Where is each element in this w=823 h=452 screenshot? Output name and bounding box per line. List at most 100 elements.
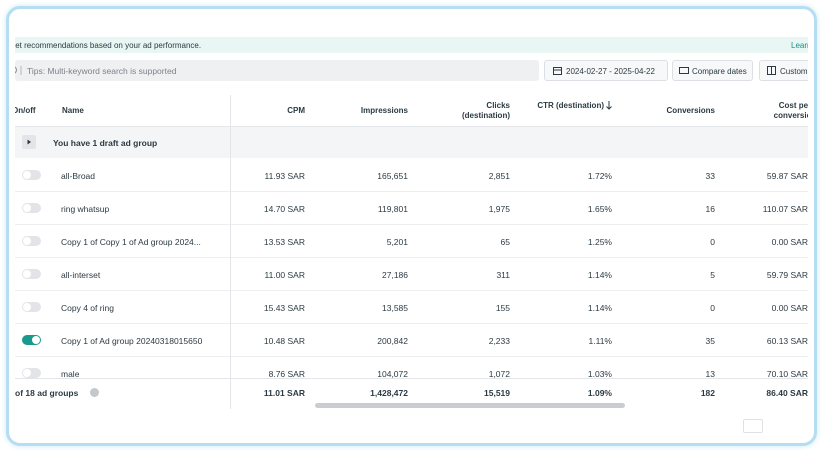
toggle-knob [23,204,31,212]
sort-arrow [606,101,612,110]
cell: 13,585 [382,303,408,313]
ad-group-name[interactable]: ring whatsup [61,204,110,214]
cell: 11.93 SAR [264,171,305,181]
pagination[interactable] [743,419,763,433]
compare-dates-button[interactable]: Compare dates [672,60,753,81]
ad-group-name[interactable]: male [61,369,80,379]
cell: 155 [495,303,510,313]
toggle[interactable] [22,335,41,345]
cell: 16 [705,204,715,214]
ad-group-name[interactable]: Copy 1 of Ad group 20240318015650 [61,336,203,346]
header-7[interactable]: Cost per conversion [773,101,808,120]
cell: 200,842 [377,336,408,346]
cell: 165,651 [377,171,408,181]
toggle[interactable] [22,203,41,213]
ad-group-row: all-interset 11.00 SAR 27,186 311 1.14% 5 59.7… [15,258,808,291]
cell: 0.00 SAR [771,237,808,247]
ad-group-row: Copy 1 of Ad group 20240318015650 10.48 S… [15,324,808,357]
panel: Get recommendations based on your ad per… [15,15,808,437]
toggle-knob [32,336,40,344]
banner-text: Get recommendations based on your ad per… [15,41,202,50]
cell: 33 [705,171,715,181]
total-cell: 11.01 SAR [263,388,305,398]
calendar-icon [553,67,562,75]
banner-link[interactable]: Learn more [791,41,808,50]
recommendation-banner: Get recommendations based on your ad per… [15,37,808,53]
cell: 110.07 SAR [762,204,808,214]
cell: 11.00 SAR [264,270,305,280]
header-2[interactable]: CPM [287,106,305,115]
row-divider [15,323,808,324]
cell: 311 [496,270,510,280]
scrollbar[interactable] [315,403,625,408]
search-box[interactable]: Tips: Multi-keyword search is supported [15,60,539,81]
total-cell: 86.40 SAR [766,388,808,398]
cell: 35 [705,336,715,346]
cell: 27,186 [382,270,408,280]
toggle-knob [23,270,31,278]
ad-group-name[interactable]: all-interset [61,270,101,280]
total-cell: 1.09% [587,388,612,398]
ad-group-row: Copy 4 of ring 15.43 SAR 13,585 155 1.14% 0 0.… [15,291,808,324]
header-5[interactable]: CTR (destination) [534,101,612,111]
total-cell: 1,428,472 [370,388,408,398]
cell: 104,072 [377,369,408,379]
toggle[interactable] [22,302,41,312]
ad-group-row: ring whatsup 14.70 SAR 119,801 1,975 1.65% 16… [15,192,808,225]
toggle-knob [23,237,31,245]
compare-dates: Compare dates [692,67,747,76]
expand-button[interactable] [22,135,36,149]
ad-group-row: Copy 1 of Copy 1 of Ad group 2024... 13.5… [15,225,808,258]
custom-columns-button[interactable]: Custom columns [759,60,808,81]
ad-group-row: all-Broad 11.93 SAR 165,651 2,851 1.72% 33 59.… [15,159,808,192]
column-divider [230,95,231,409]
search-icon [15,66,22,75]
toggle[interactable] [22,236,41,246]
total-cell: 15,519 [484,388,510,398]
ad-group-name[interactable]: Copy 1 of Copy 1 of Ad group 2024... [61,237,201,247]
ad-group-name[interactable]: Copy 4 of ring [61,303,114,313]
header-3[interactable]: Impressions [360,106,408,115]
cell: 1.72% [587,171,612,181]
cell: 0.00 SAR [771,303,808,313]
toggle[interactable] [22,170,41,180]
cell: 60.13 SAR [766,336,808,346]
table-header: On/off Name CPM Impressions Clicks (destinat… [15,95,808,127]
cell: 5 [710,270,715,280]
date-range-button[interactable]: 2024-02-27 - 2025-04-22 [544,60,668,81]
search-placeholder: Tips: Multi-keyword search is supported [27,66,177,76]
info-icon[interactable] [90,388,99,397]
cell: 1,072 [488,369,510,379]
caret-icon [27,139,31,145]
cell: 2,233 [488,336,510,346]
cell: 59.87 SAR [766,171,808,181]
cell: 13.53 SAR [263,237,305,247]
cell: 1.11% [588,336,612,346]
header-6[interactable]: Conversions [666,106,715,115]
columns-icon [767,66,776,75]
draft-text: You have 1 draft ad group [53,138,158,148]
toggle-knob [23,171,31,179]
cell: 5,201 [386,237,408,247]
cell: 8.76 SAR [268,369,305,379]
header-onoff: On/off [15,106,36,115]
draft-row: You have 1 draft ad group [15,127,808,158]
total-cell: 182 [700,388,715,398]
cell: 1.25% [587,237,612,247]
row-divider [15,290,808,291]
cell: 1.14% [587,270,612,280]
cell: 15.43 SAR [263,303,305,313]
cell: 65 [500,237,510,247]
cell: 119,801 [377,204,408,214]
cell: 13 [705,369,715,379]
compare-icon [679,67,689,74]
ad-group-name[interactable]: all-Broad [61,171,96,181]
toggle[interactable] [22,368,41,378]
cell: 1.65% [587,204,612,214]
row-divider [15,257,808,258]
row-divider [15,191,808,192]
cell: 1,975 [488,204,510,214]
header-4[interactable]: Clicks (destination) [462,101,510,120]
toggle[interactable] [22,269,41,279]
